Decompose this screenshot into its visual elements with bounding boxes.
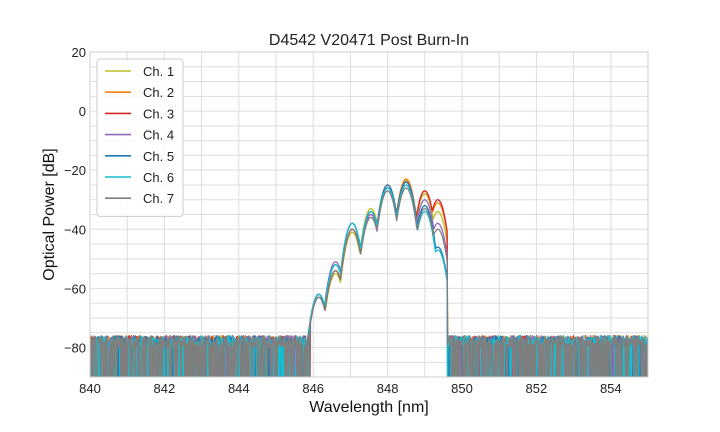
y-tick-label: −60 — [64, 281, 86, 296]
series-line-6 — [90, 184, 648, 377]
y-tick-label: −40 — [64, 222, 86, 237]
legend-label: Ch. 5 — [143, 149, 174, 164]
plot-frame — [89, 51, 649, 378]
x-axis-title: Wavelength [nm] — [309, 399, 428, 416]
x-tick-label: 842 — [154, 381, 176, 396]
legend-label: Ch. 7 — [143, 191, 174, 206]
legend-label: Ch. 2 — [143, 85, 174, 100]
y-tick-label: 20 — [72, 45, 86, 60]
legend-label: Ch. 6 — [143, 170, 174, 185]
legend-label: Ch. 1 — [143, 64, 174, 79]
y-axis-title: Optical Power [dB] — [41, 148, 58, 281]
chart-title: D4542 V20471 Post Burn-In — [269, 32, 469, 49]
series-line-7 — [90, 187, 648, 377]
x-tick-label: 846 — [302, 381, 324, 396]
x-tick-label: 854 — [600, 381, 622, 396]
y-tick-label: 0 — [79, 104, 86, 119]
legend: Ch. 1 Ch. 2 Ch. 3 Ch. 4 Ch. 5 Ch. 6 Ch. 7 — [96, 58, 184, 217]
y-tick-labels: 20 0 −20 −40 −60 −80 — [64, 45, 86, 355]
x-tick-label: 850 — [451, 381, 473, 396]
legend-label: Ch. 4 — [143, 128, 174, 143]
x-tick-label: 852 — [526, 381, 548, 396]
legend-label: Ch. 3 — [143, 106, 174, 121]
x-tick-labels: 840 842 844 846 848 850 852 854 — [79, 381, 622, 396]
x-tick-label: 848 — [377, 381, 399, 396]
y-tick-label: −80 — [64, 340, 86, 355]
x-tick-label: 844 — [228, 381, 250, 396]
series-lines — [90, 178, 648, 377]
y-tick-label: −20 — [64, 163, 86, 178]
x-tick-label: 840 — [79, 381, 101, 396]
